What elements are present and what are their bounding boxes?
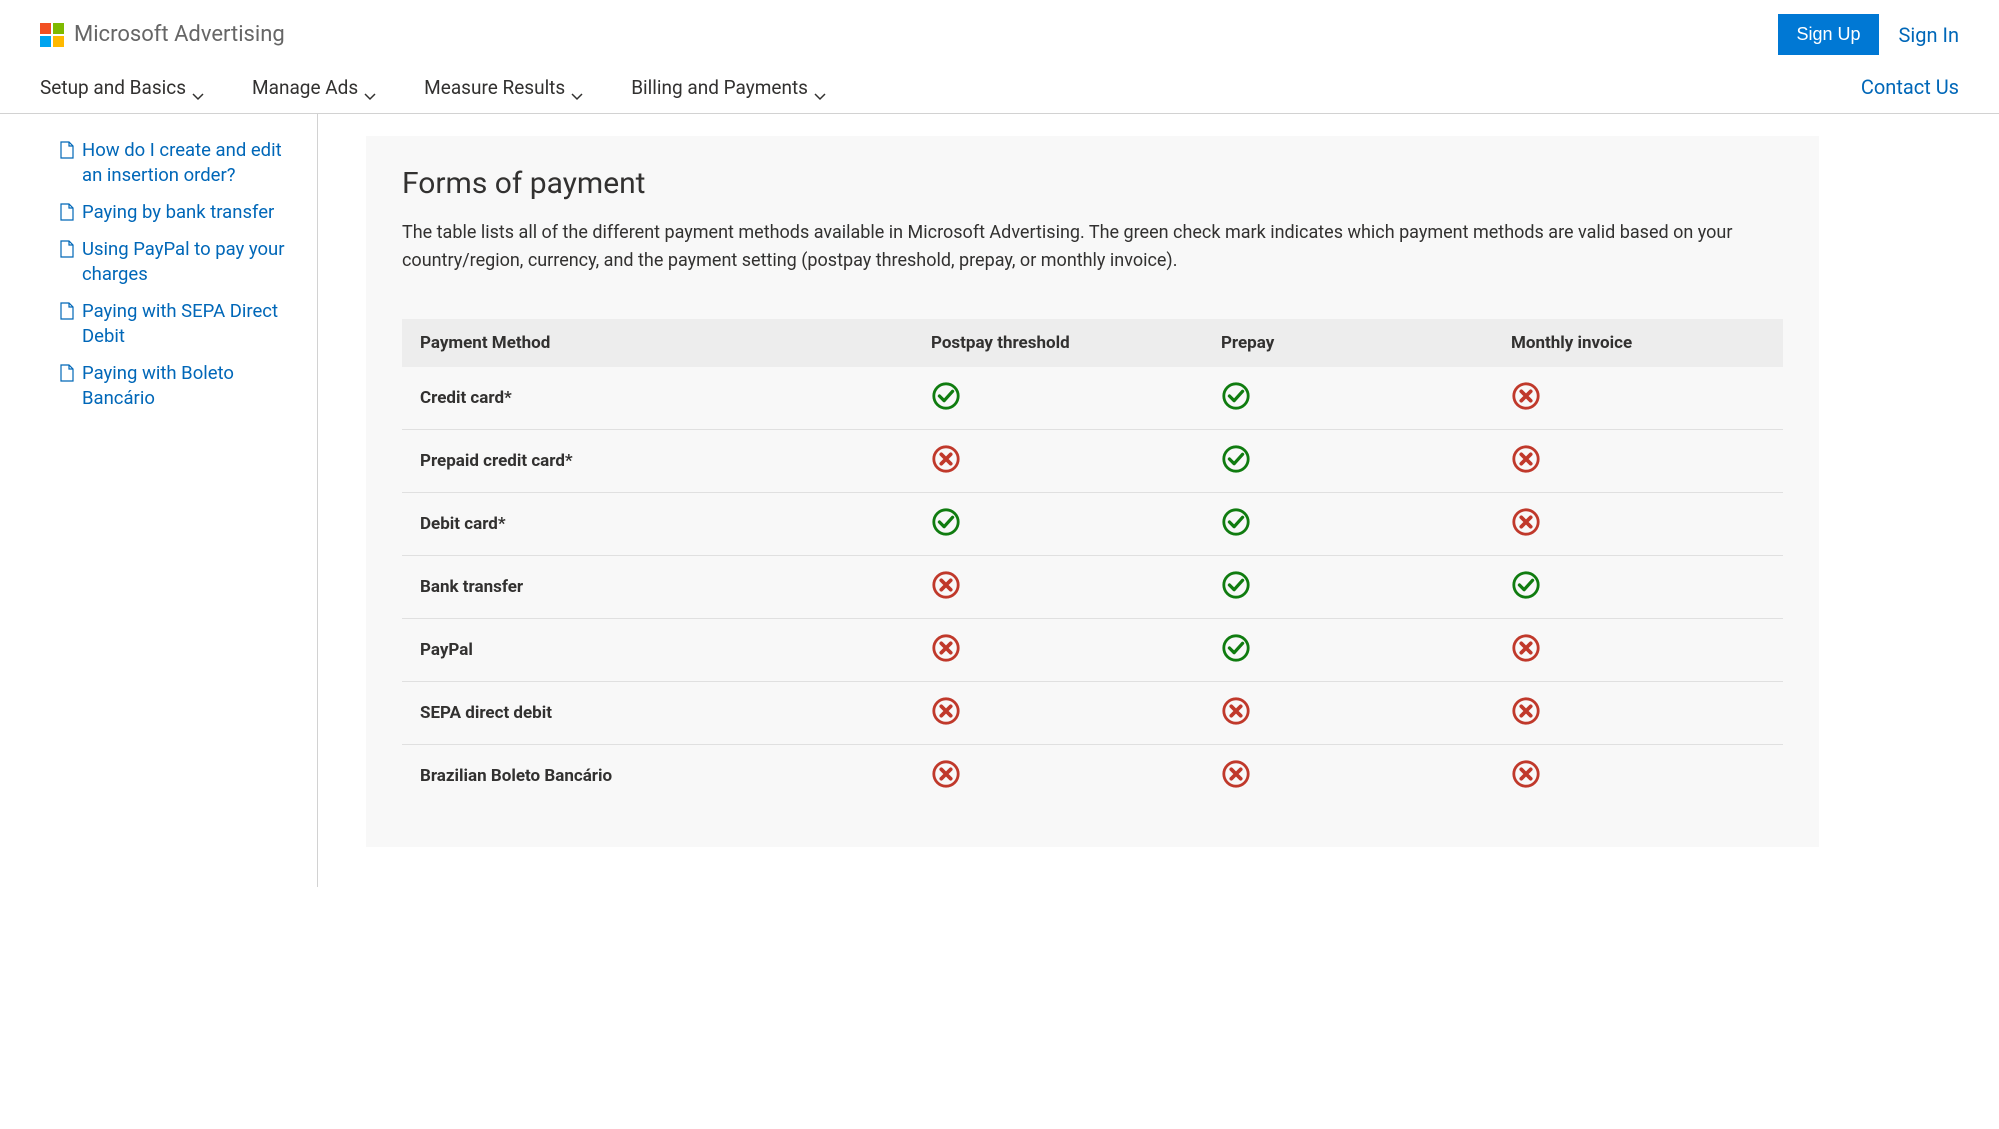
sidebar-item: How do I create and edit an insertion or… <box>60 132 289 194</box>
table-row: Debit card* <box>402 492 1783 555</box>
cross-icon <box>931 444 961 474</box>
nav-item-setup[interactable]: Setup and Basics <box>40 76 204 99</box>
sidebar: How do I create and edit an insertion or… <box>0 114 318 887</box>
payment-method-name: Prepaid credit card* <box>420 451 573 471</box>
sidebar-link[interactable]: Paying with Boleto Bancário <box>82 361 289 411</box>
cross-icon <box>1511 381 1541 411</box>
payment-methods-table: Payment Method Postpay threshold Prepay … <box>402 319 1783 807</box>
check-icon <box>1221 444 1251 474</box>
header: Microsoft Advertising Sign Up Sign In <box>0 0 1999 55</box>
table-header-postpay: Postpay threshold <box>913 319 1203 367</box>
sidebar-item: Paying with Boleto Bancário <box>60 355 289 417</box>
check-icon <box>1221 507 1251 537</box>
document-icon <box>60 240 74 258</box>
sidebar-link[interactable]: How do I create and edit an insertion or… <box>82 138 289 188</box>
sidebar-item: Using PayPal to pay your charges <box>60 231 289 293</box>
microsoft-logo-icon <box>40 23 64 47</box>
panel-description: The table lists all of the different pay… <box>402 219 1783 275</box>
check-icon <box>931 381 961 411</box>
content-panel: Forms of payment The table lists all of … <box>366 136 1819 847</box>
sign-up-button[interactable]: Sign Up <box>1778 14 1878 55</box>
sidebar-item: Paying by bank transfer <box>60 194 289 231</box>
document-icon <box>60 302 74 320</box>
nav-item-label: Measure Results <box>424 76 565 99</box>
check-icon <box>1221 381 1251 411</box>
cross-icon <box>931 759 961 789</box>
cross-icon <box>931 570 961 600</box>
cross-icon <box>1511 507 1541 537</box>
cross-icon <box>931 696 961 726</box>
nav-bar: Setup and Basics Manage Ads Measure Resu… <box>0 55 1999 114</box>
table-row: Prepaid credit card* <box>402 429 1783 492</box>
check-icon <box>1221 570 1251 600</box>
document-icon <box>60 141 74 159</box>
cross-icon <box>1511 759 1541 789</box>
table-row: PayPal <box>402 618 1783 681</box>
payment-method-name: Debit card* <box>420 514 506 534</box>
chevron-down-icon <box>814 83 826 91</box>
sidebar-link[interactable]: Using PayPal to pay your charges <box>82 237 289 287</box>
cross-icon <box>1511 444 1541 474</box>
cross-icon <box>1221 759 1251 789</box>
table-row: Bank transfer <box>402 555 1783 618</box>
sidebar-link[interactable]: Paying with SEPA Direct Debit <box>82 299 289 349</box>
table-row: SEPA direct debit <box>402 681 1783 744</box>
nav-items: Setup and Basics Manage Ads Measure Resu… <box>40 76 826 99</box>
table-header-method: Payment Method <box>402 319 913 367</box>
payment-method-name: PayPal <box>420 640 473 660</box>
body-wrap: How do I create and edit an insertion or… <box>0 114 1999 887</box>
table-row: Credit card* <box>402 367 1783 430</box>
payment-method-name: SEPA direct debit <box>420 703 552 723</box>
document-icon <box>60 364 74 382</box>
cross-icon <box>1221 696 1251 726</box>
nav-item-manage[interactable]: Manage Ads <box>252 76 376 99</box>
payment-method-name: Bank transfer <box>420 577 523 597</box>
nav-item-label: Billing and Payments <box>631 76 808 99</box>
table-header-prepay: Prepay <box>1203 319 1493 367</box>
nav-item-label: Manage Ads <box>252 76 358 99</box>
main-content: Forms of payment The table lists all of … <box>318 114 1999 887</box>
check-icon <box>931 507 961 537</box>
sidebar-list: How do I create and edit an insertion or… <box>60 132 289 417</box>
chevron-down-icon <box>571 83 583 91</box>
nav-item-label: Setup and Basics <box>40 76 186 99</box>
nav-item-measure[interactable]: Measure Results <box>424 76 583 99</box>
cross-icon <box>1511 696 1541 726</box>
table-header-monthly: Monthly invoice <box>1493 319 1783 367</box>
check-icon <box>1511 570 1541 600</box>
sidebar-item: Paying with SEPA Direct Debit <box>60 293 289 355</box>
auth-group: Sign Up Sign In <box>1778 14 1959 55</box>
chevron-down-icon <box>192 83 204 91</box>
payment-method-name: Brazilian Boleto Bancário <box>420 766 612 786</box>
sign-in-link[interactable]: Sign In <box>1899 23 1959 47</box>
document-icon <box>60 203 74 221</box>
panel-title: Forms of payment <box>402 166 1783 201</box>
cross-icon <box>1511 633 1541 663</box>
payment-method-name: Credit card* <box>420 388 512 408</box>
table-header-row: Payment Method Postpay threshold Prepay … <box>402 319 1783 367</box>
cross-icon <box>931 633 961 663</box>
brand-text: Microsoft Advertising <box>74 22 285 47</box>
chevron-down-icon <box>364 83 376 91</box>
check-icon <box>1221 633 1251 663</box>
nav-item-billing[interactable]: Billing and Payments <box>631 76 826 99</box>
contact-us-link[interactable]: Contact Us <box>1861 75 1959 99</box>
sidebar-link[interactable]: Paying by bank transfer <box>82 200 274 225</box>
table-row: Brazilian Boleto Bancário <box>402 744 1783 807</box>
logo-group[interactable]: Microsoft Advertising <box>40 22 285 47</box>
